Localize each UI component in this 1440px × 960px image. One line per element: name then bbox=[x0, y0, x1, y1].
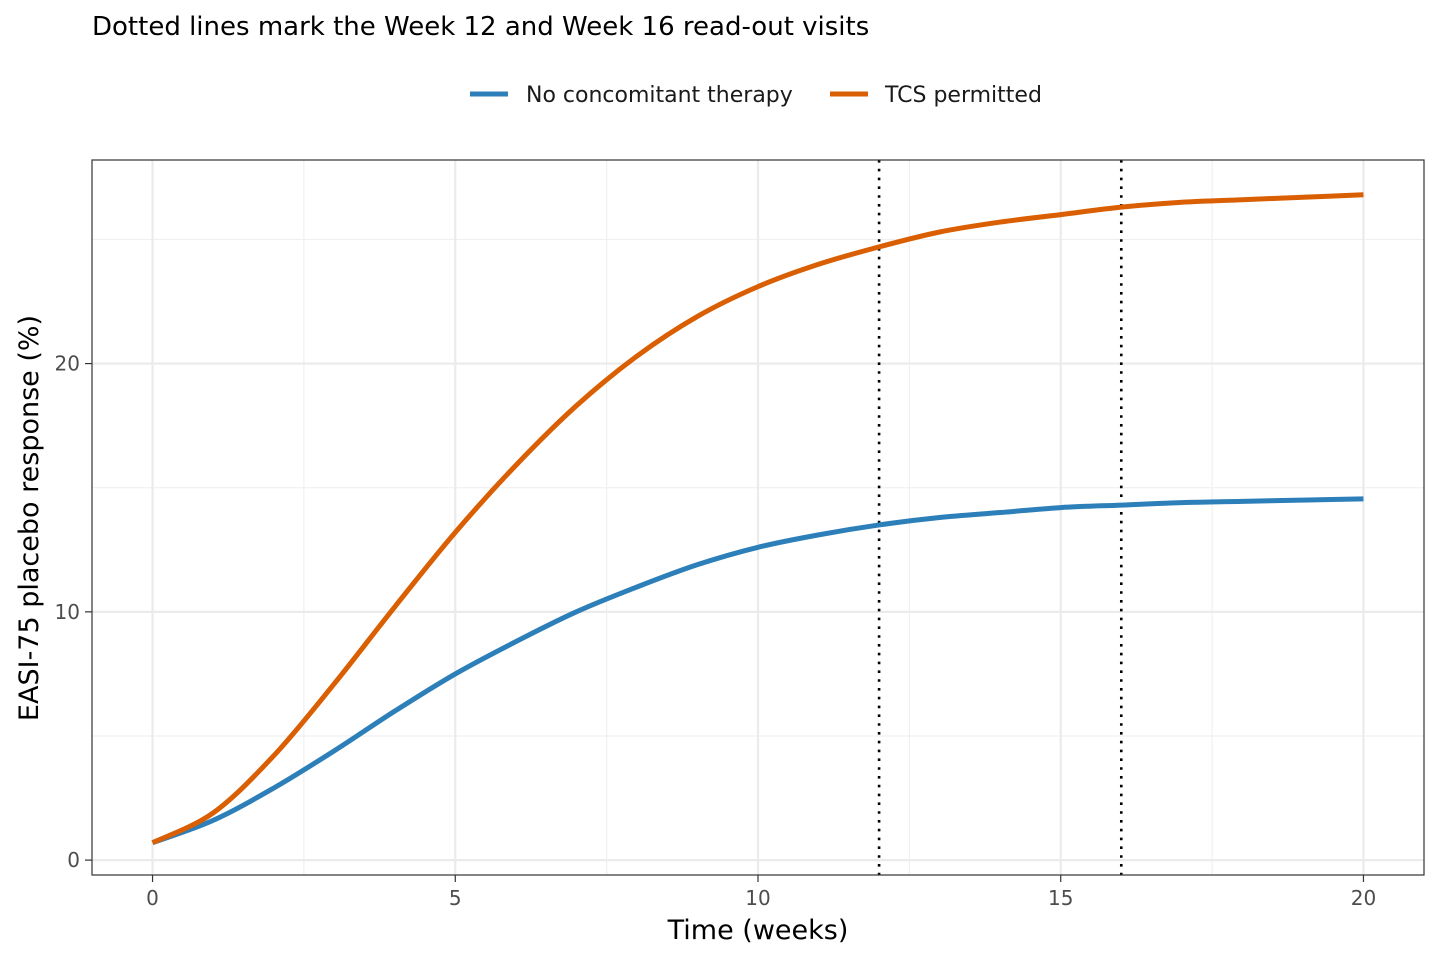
y-tick-label: 20 bbox=[55, 352, 80, 376]
gridlines bbox=[92, 160, 1424, 875]
x-tick-label: 20 bbox=[1351, 886, 1376, 910]
legend-label-no-concomitant-therapy: No concomitant therapy bbox=[526, 83, 793, 108]
legend-label-tcs-permitted: TCS permitted bbox=[884, 83, 1042, 108]
x-tick-label: 0 bbox=[146, 886, 159, 910]
y-axis-title: EASI-75 placebo response (%) bbox=[14, 315, 45, 721]
series-line-tcs-permitted bbox=[151, 192, 1364, 845]
x-axis-title: Time (weeks) bbox=[667, 915, 849, 946]
legend: No concomitant therapy TCS permitted bbox=[470, 83, 1042, 108]
axis-ticks: 0 5 10 15 20 0 10 20 bbox=[55, 352, 1377, 910]
y-tick-label: 10 bbox=[55, 600, 80, 624]
y-tick-label: 0 bbox=[67, 848, 80, 872]
x-tick-label: 15 bbox=[1048, 886, 1073, 910]
chart-subtitle: Dotted lines mark the Week 12 and Week 1… bbox=[92, 12, 869, 42]
x-tick-label: 10 bbox=[745, 886, 770, 910]
series-line-no-concomitant-therapy bbox=[151, 496, 1364, 846]
series-lines bbox=[151, 192, 1364, 846]
x-tick-label: 5 bbox=[449, 886, 462, 910]
